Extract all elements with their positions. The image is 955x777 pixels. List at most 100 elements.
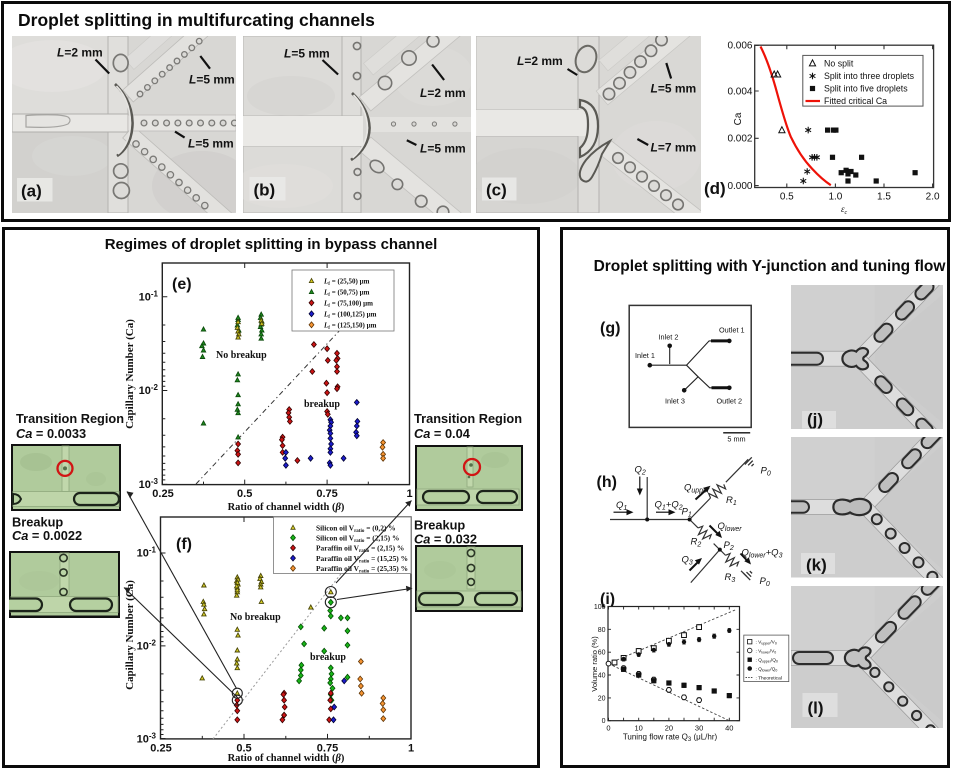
svg-text:Ca = 0.0033: Ca = 0.0033 — [16, 426, 86, 441]
svg-text:1.0: 1.0 — [828, 192, 842, 203]
svg-text:: Theoretical: : Theoretical — [756, 676, 782, 682]
svg-text:40: 40 — [598, 673, 606, 680]
svg-text:Qlower+Q3: Qlower+Q3 — [742, 548, 783, 560]
svg-text:Inlet 3: Inlet 3 — [665, 397, 685, 406]
svg-text:Lf = (25,50) μm: Lf = (25,50) μm — [323, 277, 370, 287]
svg-text:0.006: 0.006 — [727, 41, 752, 52]
svg-text:L=5 mm: L=5 mm — [284, 47, 330, 61]
svg-text:1: 1 — [408, 743, 414, 755]
svg-text:Split into three droplets: Split into three droplets — [824, 71, 915, 81]
svg-text:40: 40 — [725, 724, 733, 733]
svg-text:Outlet 1: Outlet 1 — [719, 326, 745, 335]
svg-text:(j): (j) — [806, 410, 822, 429]
svg-text:Outlet 2: Outlet 2 — [717, 397, 743, 406]
svg-text:Silicon oil Vratio = (0,2) %: Silicon oil Vratio = (0,2) % — [316, 523, 396, 534]
svg-text:Ca = 0.032: Ca = 0.032 — [414, 532, 477, 547]
svg-text:: Qupper/Q0: : Qupper/Q0 — [756, 658, 778, 664]
svg-text:: Qlower/Q0: : Qlower/Q0 — [756, 667, 778, 673]
svg-text:0.5: 0.5 — [236, 743, 251, 755]
svg-text:R3: R3 — [725, 572, 736, 584]
svg-text:10-2: 10-2 — [139, 383, 159, 397]
svg-text:L=2 mm: L=2 mm — [57, 46, 103, 60]
svg-text:(g): (g) — [600, 320, 620, 337]
svg-text:(l): (l) — [807, 698, 823, 717]
svg-text:Lf = (50,75) μm: Lf = (50,75) μm — [323, 288, 370, 298]
svg-text:60: 60 — [598, 650, 606, 657]
svg-text:Transition Region: Transition Region — [414, 411, 522, 426]
svg-text:0.25: 0.25 — [152, 488, 173, 500]
svg-text:Lf = (100,125) μm: Lf = (100,125) μm — [323, 310, 377, 320]
svg-text:(i): (i) — [600, 591, 615, 608]
svg-text:(h): (h) — [597, 474, 617, 491]
svg-text:Lf = (125,150) μm: Lf = (125,150) μm — [323, 321, 377, 331]
svg-text:Paraffin oil Vratio = (25,35): Paraffin oil Vratio = (25,35) % — [316, 564, 408, 575]
svg-text:Volume ratio (%): Volume ratio (%) — [590, 636, 599, 692]
svg-text:0.75: 0.75 — [316, 488, 337, 500]
svg-text:0.5: 0.5 — [780, 192, 794, 203]
svg-text:10-1: 10-1 — [137, 546, 157, 560]
svg-text:Ca: Ca — [733, 112, 744, 125]
svg-text:2.0: 2.0 — [926, 192, 940, 203]
svg-text:Inlet 2: Inlet 2 — [659, 332, 679, 341]
svg-text:20: 20 — [665, 724, 673, 733]
svg-text:10-2: 10-2 — [137, 638, 157, 652]
svg-text:(a): (a) — [21, 182, 42, 201]
svg-text:Ratio of channel width (β): Ratio of channel width (β) — [228, 753, 345, 764]
svg-text:L=2 mm: L=2 mm — [517, 54, 563, 68]
svg-text:R2: R2 — [691, 537, 702, 549]
svg-text:Q1: Q1 — [616, 500, 627, 512]
svg-text:L=5 mm: L=5 mm — [188, 137, 234, 151]
svg-text:Paraffin oil Vratio = (15,25): Paraffin oil Vratio = (15,25) % — [316, 554, 408, 565]
svg-text:Q3: Q3 — [682, 555, 693, 567]
svg-text:breakup: breakup — [304, 399, 340, 410]
svg-text:0.5: 0.5 — [237, 488, 252, 500]
svg-text:L=5 mm: L=5 mm — [189, 73, 235, 87]
svg-text:0.002: 0.002 — [727, 134, 752, 145]
svg-text:P2: P2 — [724, 540, 734, 552]
svg-text:: Vlower/V0: : Vlower/V0 — [756, 649, 777, 655]
svg-text:Ca = 0.0022: Ca = 0.0022 — [12, 528, 82, 543]
svg-text:10: 10 — [635, 724, 643, 733]
svg-text:0: 0 — [606, 724, 610, 733]
svg-text:Capillary Number (Ca): Capillary Number (Ca) — [124, 319, 136, 429]
svg-text:Lf = (75,100) μm: Lf = (75,100) μm — [323, 299, 373, 309]
svg-text:Capillary Number (Ca): Capillary Number (Ca) — [124, 580, 136, 690]
svg-text:Fitted critical Ca: Fitted critical Ca — [824, 96, 887, 106]
svg-text:0.75: 0.75 — [317, 743, 338, 755]
svg-text:Q2: Q2 — [635, 465, 646, 477]
svg-text:Transition Region: Transition Region — [16, 411, 124, 426]
svg-text:L=5 mm: L=5 mm — [420, 142, 466, 156]
svg-text:(d): (d) — [704, 179, 726, 198]
svg-text:(c): (c) — [486, 181, 507, 200]
svg-text:No breakup: No breakup — [216, 350, 267, 361]
svg-text:Breakup: Breakup — [414, 518, 465, 533]
svg-text:Qupper: Qupper — [684, 483, 710, 495]
svg-text:(f): (f) — [176, 536, 192, 553]
svg-text:L=5 mm: L=5 mm — [651, 82, 697, 96]
svg-text:0.004: 0.004 — [727, 87, 752, 98]
svg-text:0: 0 — [602, 718, 606, 725]
svg-text:εc: εc — [841, 204, 848, 216]
svg-text:1: 1 — [406, 488, 412, 500]
svg-text:P0: P0 — [760, 576, 770, 588]
svg-text:100: 100 — [594, 604, 606, 611]
svg-text:Silicon oil Vratio = (2,15) %: Silicon oil Vratio = (2,15) % — [316, 534, 399, 545]
svg-text:(k): (k) — [805, 555, 826, 574]
svg-text:5 mm: 5 mm — [727, 435, 745, 444]
svg-text:(e): (e) — [172, 276, 192, 293]
svg-text:R1: R1 — [726, 495, 737, 507]
svg-text:20: 20 — [598, 695, 606, 702]
svg-text:Ratio of channel width (β): Ratio of channel width (β) — [228, 502, 345, 513]
svg-text:80: 80 — [598, 627, 606, 634]
svg-text:No split: No split — [824, 58, 854, 68]
svg-text:: Vupper/V0: : Vupper/V0 — [756, 640, 777, 646]
svg-text:No breakup: No breakup — [230, 612, 281, 623]
svg-text:Split into five droplets: Split into five droplets — [824, 83, 908, 93]
svg-text:L=7 mm: L=7 mm — [651, 141, 697, 155]
svg-text:P1: P1 — [682, 507, 692, 519]
svg-text:(b): (b) — [254, 181, 276, 200]
svg-text:L=2 mm: L=2 mm — [420, 86, 466, 100]
svg-text:1.5: 1.5 — [877, 192, 891, 203]
svg-text:Breakup: Breakup — [12, 515, 63, 530]
svg-text:0.25: 0.25 — [150, 743, 171, 755]
